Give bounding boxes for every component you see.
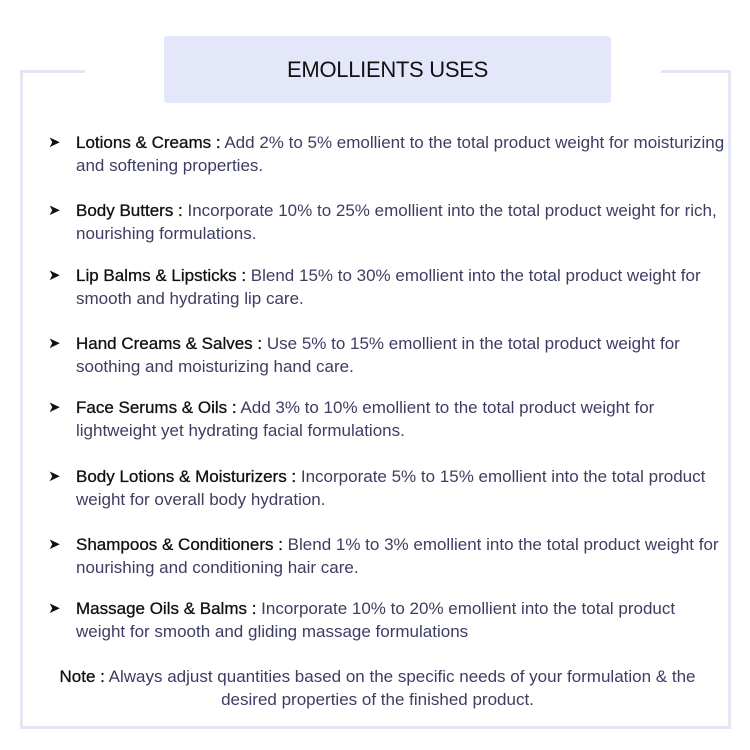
note-label: Note : <box>59 667 105 686</box>
content-frame <box>20 70 731 729</box>
arrowhead-right-icon: ➤ <box>48 335 61 352</box>
item-description: Incorporate 10% to 20% emollient into th… <box>76 599 676 641</box>
item-description: Blend 1% to 3% emollient into the total … <box>76 535 719 577</box>
item-text: Hand Creams & Salves : Use 5% to 15% emo… <box>76 333 728 378</box>
item-text: Lip Balms & Lipsticks : Blend 15% to 30%… <box>76 265 728 310</box>
arrowhead-right-icon: ➤ <box>48 267 61 284</box>
item-description: Incorporate 10% to 25% emollient into th… <box>76 201 717 243</box>
arrowhead-right-icon: ➤ <box>48 399 61 416</box>
item-text: Massage Oils & Balms : Incorporate 10% t… <box>76 598 728 643</box>
item-text: Shampoos & Conditioners : Blend 1% to 3%… <box>76 534 728 579</box>
item-term: Lip Balms & Lipsticks : <box>76 266 247 285</box>
arrowhead-right-icon: ➤ <box>48 202 61 219</box>
item-text: Body Lotions & Moisturizers : Incorporat… <box>76 466 728 511</box>
item-text: Lotions & Creams : Add 2% to 5% emollien… <box>76 132 728 177</box>
frame-divider <box>20 70 85 73</box>
arrowhead-right-icon: ➤ <box>48 134 61 151</box>
item-term: Hand Creams & Salves : <box>76 334 263 353</box>
item-term: Body Lotions & Moisturizers : <box>76 467 297 486</box>
item-description: Add 2% to 5% emollient to the total prod… <box>76 133 725 175</box>
item-text: Body Butters : Incorporate 10% to 25% em… <box>76 200 728 245</box>
item-term: Shampoos & Conditioners : <box>76 535 283 554</box>
item-term: Lotions & Creams : <box>76 133 221 152</box>
arrowhead-right-icon: ➤ <box>48 600 61 617</box>
note: Note : Always adjust quantities based on… <box>30 666 725 711</box>
title-banner: EMOLLIENTS USES <box>164 36 611 103</box>
arrowhead-right-icon: ➤ <box>48 468 61 485</box>
note-text: Always adjust quantities based on the sp… <box>104 667 696 709</box>
item-term: Massage Oils & Balms : <box>76 599 257 618</box>
frame-divider <box>661 70 728 73</box>
item-term: Body Butters : <box>76 201 183 220</box>
item-term: Face Serums & Oils : <box>76 398 237 417</box>
page-title: EMOLLIENTS USES <box>287 56 488 82</box>
item-description: Use 5% to 15% emollient in the total pro… <box>76 334 680 376</box>
item-text: Face Serums & Oils : Add 3% to 10% emoll… <box>76 397 728 442</box>
item-description: Blend 15% to 30% emollient into the tota… <box>76 266 701 308</box>
arrowhead-right-icon: ➤ <box>48 536 61 553</box>
item-description: Add 3% to 10% emollient to the total pro… <box>76 398 655 440</box>
item-description: Incorporate 5% to 15% emollient into the… <box>76 467 706 509</box>
